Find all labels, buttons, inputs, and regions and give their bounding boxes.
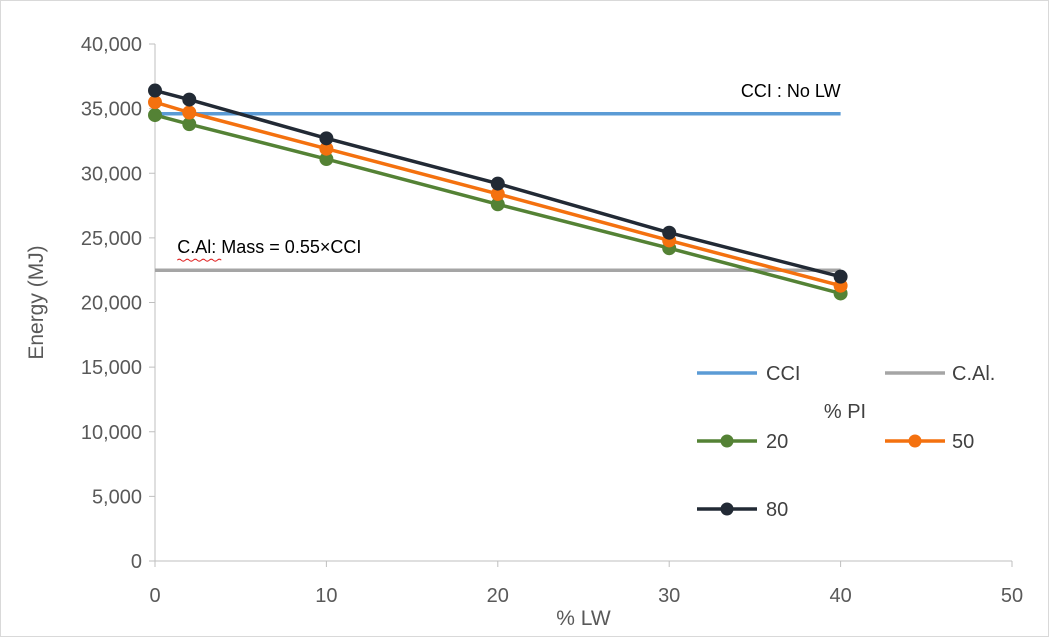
x-tick-label: 50 (1001, 585, 1023, 607)
y-tick-label: 10,000 (81, 422, 142, 444)
x-tick-label: 0 (149, 585, 160, 607)
data-point-20-0 (148, 108, 162, 123)
y-tick-label: 5,000 (92, 486, 142, 508)
y-tick-label: 35,000 (81, 99, 142, 121)
data-point-50-0 (148, 95, 162, 110)
y-tick-label: 30,000 (81, 163, 142, 185)
legend-marker-50 (908, 434, 922, 448)
legend-title: % PI (824, 401, 866, 423)
legend-label-80: 80 (766, 499, 788, 521)
data-point-80-1 (182, 92, 197, 107)
y-tick-label: 0 (131, 551, 142, 573)
annotation-0: CCI : No LW (741, 81, 841, 101)
data-point-20-1 (182, 117, 197, 132)
spellcheck-underline (176, 258, 222, 262)
data-point-80-0 (148, 83, 162, 98)
legend-marker-20 (720, 434, 734, 448)
x-tick-label: 20 (487, 585, 509, 607)
data-point-80-5 (833, 269, 848, 284)
y-axis-title: Energy (MJ) (25, 245, 48, 359)
legend-marker-80 (720, 502, 734, 516)
x-axis-title: % LW (556, 607, 611, 630)
annotation-1: C.Al: Mass = 0.55×CCI (177, 237, 361, 257)
data-point-50-1 (182, 105, 197, 120)
plot-area: 0 5,000 10,000 15,000 20,000 25,000 30,000 35,0… (25, 34, 1023, 630)
y-tick-label: 25,000 (81, 228, 142, 250)
y-tick-label: 20,000 (81, 293, 142, 315)
data-point-80-2 (319, 131, 334, 146)
legend-label-C.Al.: C.Al. (952, 363, 995, 385)
legend-label-20: 20 (766, 431, 788, 453)
x-tick-label: 10 (315, 585, 337, 607)
y-tick-label: 40,000 (81, 34, 142, 56)
y-tick-label: 15,000 (81, 357, 142, 379)
x-tick-label: 40 (829, 585, 851, 607)
legend-label-50: 50 (952, 431, 974, 453)
data-point-80-3 (490, 176, 505, 191)
data-point-80-4 (662, 225, 677, 240)
legend-label-CCI: CCI (766, 363, 800, 385)
x-tick-label: 30 (658, 585, 680, 607)
